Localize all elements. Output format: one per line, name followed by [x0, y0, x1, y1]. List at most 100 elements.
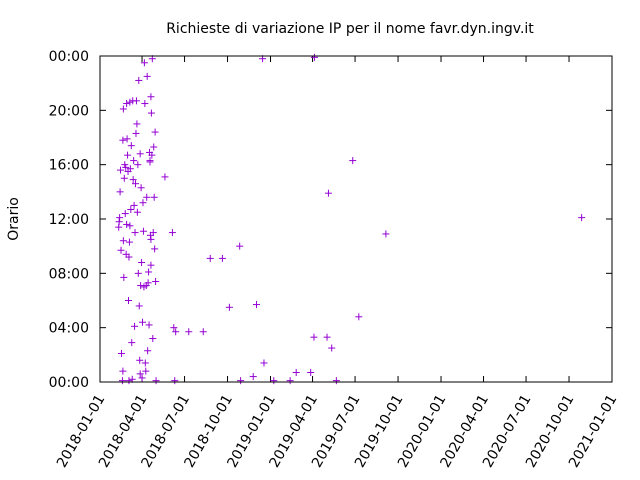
data-point: [310, 333, 318, 341]
data-point: [116, 188, 124, 196]
data-point: [125, 377, 133, 385]
data-point: [133, 208, 141, 216]
data-point: [136, 370, 144, 378]
y-tick-label: 04:00: [49, 321, 89, 337]
data-point: [138, 258, 146, 266]
data-point: [143, 193, 151, 201]
data-point: [136, 150, 144, 158]
data-point: [131, 322, 139, 330]
data-point: [149, 229, 157, 237]
data-point: [123, 220, 131, 228]
data-point: [206, 254, 214, 262]
data-point: [171, 377, 179, 385]
data-point: [148, 151, 156, 159]
data-point: [332, 377, 340, 385]
data-point: [150, 193, 158, 201]
data-point: [139, 199, 147, 207]
data-point: [127, 142, 135, 150]
data-point: [143, 72, 151, 80]
plot-frame: [99, 55, 613, 383]
data-point: [118, 377, 126, 385]
data-point: [126, 165, 134, 173]
x-tick-labels: 2018-01-012018-04-012018-07-012018-10-01…: [54, 392, 621, 470]
y-tick-labels: 00:00 04:00 08:00 12:00 16:00 20:00 00:00: [49, 49, 89, 391]
data-point: [124, 151, 132, 159]
data-point: [124, 297, 132, 304]
data-point: [323, 333, 331, 341]
y-tick-label: 12:00: [49, 212, 89, 228]
data-point: [286, 377, 294, 385]
data-point: [249, 373, 257, 381]
data-point: [135, 76, 143, 84]
data-point: [147, 261, 155, 269]
data-point: [127, 205, 135, 213]
y-axis-label: Orario: [6, 197, 22, 241]
data-point: [382, 230, 390, 238]
data-point: [199, 328, 207, 336]
data-point: [236, 242, 244, 250]
data-point: [119, 136, 127, 144]
data-point: [225, 303, 233, 311]
data-point: [147, 93, 155, 101]
data-point: [260, 359, 268, 367]
data-point: [129, 176, 137, 184]
data-point: [132, 129, 140, 137]
data-point: [126, 222, 134, 230]
data-point: [140, 59, 148, 67]
data-point: [145, 268, 153, 276]
data-point: [292, 368, 300, 376]
data-point: [150, 143, 158, 151]
data-point: [117, 166, 125, 174]
data-points: [115, 53, 586, 385]
data-point: [142, 367, 150, 375]
data-point: [147, 235, 155, 243]
y-tick-label: 16:00: [49, 158, 89, 174]
data-point: [170, 324, 178, 332]
data-point: [123, 135, 131, 143]
data-point: [168, 229, 176, 237]
data-point: [119, 367, 127, 375]
data-point: [172, 328, 180, 336]
data-point: [151, 128, 159, 136]
data-point: [141, 359, 149, 367]
data-point: [307, 368, 315, 376]
data-point: [128, 339, 136, 347]
data-point: [139, 318, 147, 326]
data-point: [134, 269, 142, 277]
data-point: [130, 201, 138, 209]
data-point: [270, 377, 278, 385]
data-point: [134, 161, 142, 169]
data-point: [136, 356, 144, 364]
data-point: [185, 328, 193, 336]
data-point: [121, 210, 129, 218]
data-point: [133, 120, 141, 128]
data-point: [117, 349, 125, 357]
data-point: [310, 53, 318, 61]
y-tick-label: 00:00: [49, 49, 89, 65]
data-point: [151, 245, 159, 253]
data-point: [578, 214, 586, 222]
data-point: [141, 100, 149, 108]
data-point: [130, 157, 138, 165]
data-point: [218, 254, 226, 262]
data-point: [324, 189, 332, 197]
data-point: [144, 347, 152, 355]
data-point: [147, 109, 155, 117]
data-point: [149, 335, 157, 343]
data-point: [131, 229, 139, 237]
data-point: [119, 237, 127, 245]
data-point: [146, 158, 154, 166]
data-point: [145, 321, 153, 329]
data-point: [328, 344, 336, 352]
data-point: [137, 184, 145, 192]
data-point: [119, 105, 127, 113]
data-point: [117, 246, 125, 254]
data-point: [237, 377, 245, 385]
y-tick-label: 20:00: [49, 103, 89, 119]
data-point: [125, 253, 133, 261]
data-point: [120, 273, 128, 281]
data-point: [125, 238, 133, 246]
data-point: [161, 173, 169, 181]
data-point: [122, 163, 130, 171]
